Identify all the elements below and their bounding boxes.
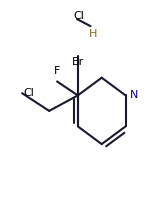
Text: F: F <box>54 66 60 76</box>
Text: Cl: Cl <box>73 11 84 21</box>
Text: Br: Br <box>72 57 84 67</box>
Text: N: N <box>130 90 139 100</box>
Text: H: H <box>89 29 97 39</box>
Text: Cl: Cl <box>24 88 35 98</box>
